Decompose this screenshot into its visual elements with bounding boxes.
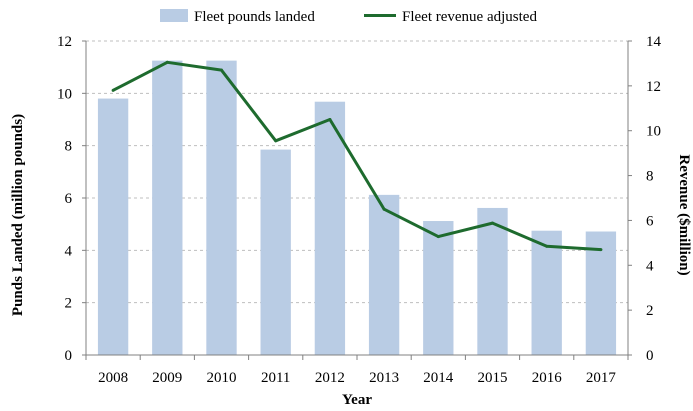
x-tick-label: 2014 bbox=[423, 370, 454, 386]
tick-labels: 0 2 4 6 8 10 12 0 2 4 6 8 10 12 14 2008 2009 2010 2011 2012… bbox=[57, 34, 662, 386]
bar bbox=[531, 230, 562, 355]
x-tick-label: 2012 bbox=[315, 370, 345, 386]
y2-tick-label: 8 bbox=[646, 169, 654, 185]
revenue-point bbox=[545, 244, 549, 248]
x-tick-label: 2010 bbox=[207, 370, 237, 386]
bar bbox=[97, 98, 129, 356]
legend-bar-swatch bbox=[160, 9, 188, 22]
y-tick-label: 12 bbox=[57, 34, 72, 50]
bar bbox=[585, 231, 617, 355]
y-tick-label: 4 bbox=[65, 243, 73, 259]
revenue-point bbox=[328, 118, 332, 121]
y2-tick-label: 4 bbox=[646, 258, 654, 274]
x-tick-label: 2011 bbox=[261, 370, 290, 386]
y-tick-label: 0 bbox=[65, 348, 73, 364]
x-tick-label: 2009 bbox=[152, 370, 182, 386]
x-tick-label: 2016 bbox=[532, 370, 563, 386]
y2-axis-title: Revenue ($million) bbox=[676, 154, 692, 275]
revenue-point bbox=[111, 88, 115, 92]
bar bbox=[368, 194, 400, 355]
x-tick-label: 2008 bbox=[98, 370, 128, 386]
bar bbox=[152, 60, 183, 355]
revenue-point bbox=[599, 248, 603, 252]
revenue-point bbox=[491, 221, 494, 225]
legend: Fleet pounds landed Fleet revenue adjust… bbox=[160, 9, 537, 25]
revenue-point bbox=[274, 139, 278, 143]
y2-tick-label: 0 bbox=[646, 348, 654, 364]
y-tick-label: 10 bbox=[57, 86, 72, 102]
revenue-point bbox=[165, 60, 169, 64]
revenue-point bbox=[382, 207, 386, 211]
bar bbox=[314, 101, 346, 355]
legend-bar-label: Fleet pounds landed bbox=[194, 9, 315, 25]
x-tick-label: 2013 bbox=[369, 370, 399, 386]
bar-series bbox=[97, 60, 617, 356]
y-tick-label: 8 bbox=[65, 139, 73, 155]
line-series bbox=[111, 60, 603, 252]
bar bbox=[260, 149, 291, 355]
y2-tick-label: 12 bbox=[646, 79, 661, 95]
revenue-line bbox=[112, 60, 601, 252]
revenue-point bbox=[436, 235, 440, 239]
bar bbox=[477, 207, 508, 355]
y2-tick-label: 14 bbox=[646, 34, 662, 50]
y2-tick-label: 10 bbox=[646, 124, 661, 140]
bar bbox=[423, 221, 454, 355]
y-axis-title: Punds Landed (million pounds) bbox=[10, 114, 26, 316]
axes bbox=[82, 40, 632, 360]
x-tick-label: 2017 bbox=[586, 370, 617, 386]
revenue-point bbox=[220, 68, 223, 72]
x-axis-title: Year bbox=[342, 392, 372, 408]
y2-tick-label: 2 bbox=[646, 303, 654, 319]
bar bbox=[206, 60, 237, 355]
y-tick-label: 6 bbox=[65, 191, 73, 207]
legend-line-label: Fleet revenue adjusted bbox=[402, 9, 537, 25]
x-tick-label: 2015 bbox=[478, 370, 508, 386]
y2-tick-label: 6 bbox=[646, 213, 654, 229]
y-tick-label: 2 bbox=[65, 296, 73, 312]
